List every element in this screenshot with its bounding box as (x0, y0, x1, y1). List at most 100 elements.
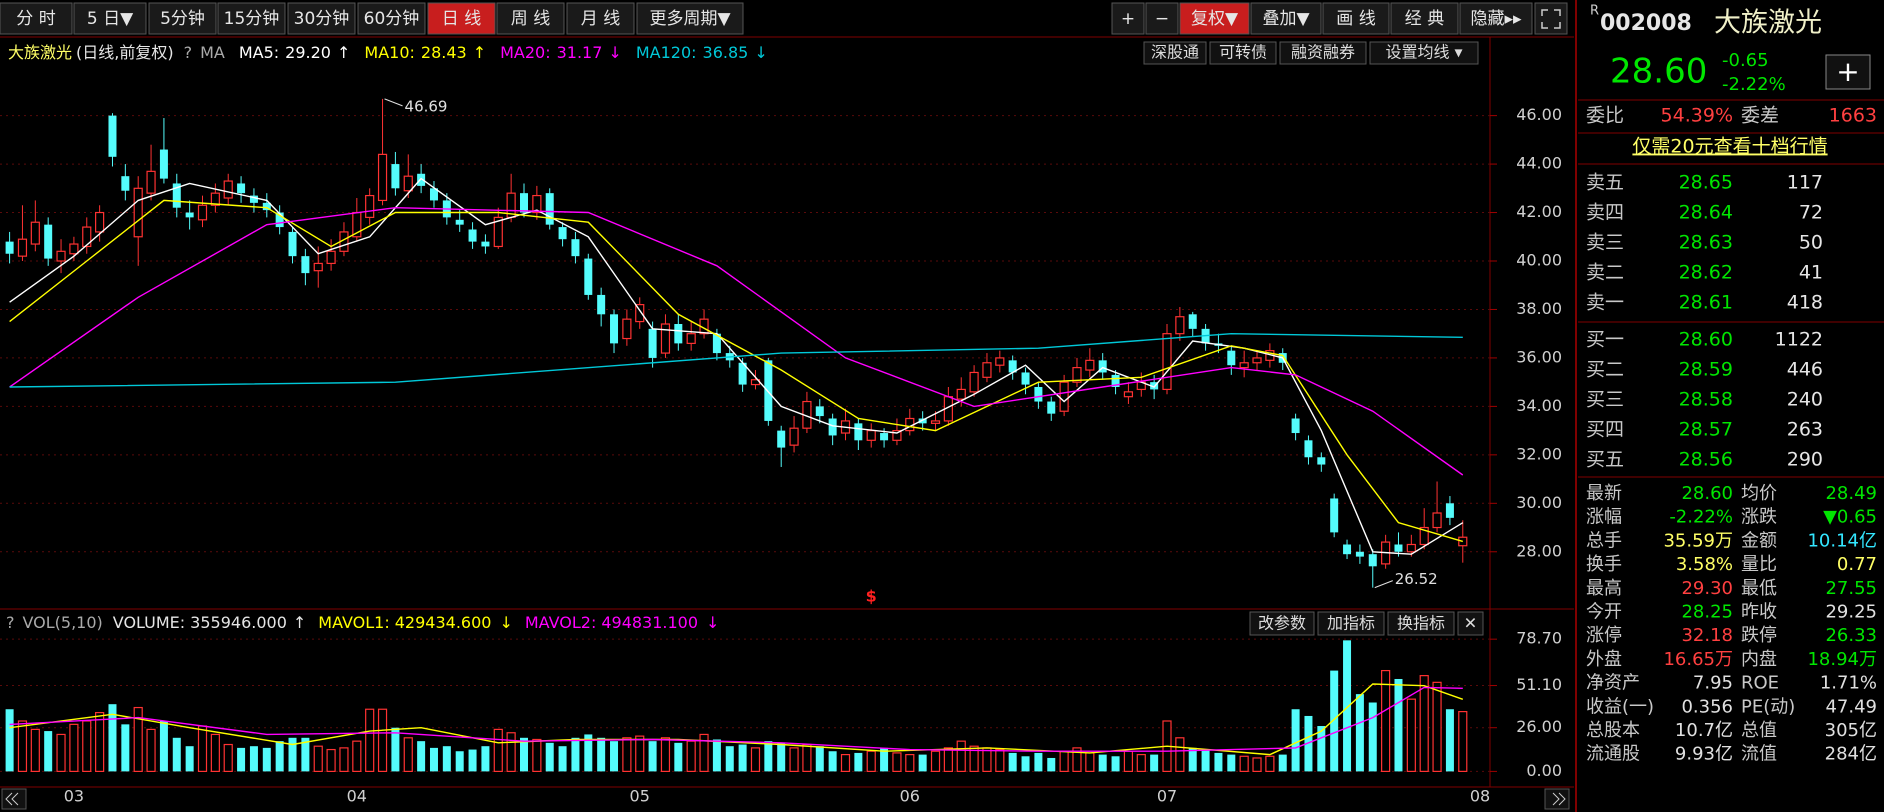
chart-button[interactable]: 换指标 (1387, 611, 1455, 636)
y-tick-label: 28.00 (1516, 541, 1562, 560)
button-bg (1459, 2, 1533, 35)
legend-text: ↑ (473, 43, 486, 62)
x-tick-label: 08 (1470, 787, 1490, 806)
candle-body (44, 224, 53, 259)
volume-bar (377, 708, 388, 772)
add-button[interactable]: + (1825, 54, 1871, 90)
toolbar-button[interactable]: 画 线 (1322, 2, 1390, 35)
chart-button[interactable]: 加指标 (1317, 611, 1385, 636)
stat-value: ▼0.65 (1823, 507, 1877, 528)
volume-bar (597, 737, 606, 772)
candle-body (995, 357, 1005, 366)
toolbar-button[interactable]: + (1111, 2, 1145, 35)
candle-body (1304, 440, 1313, 458)
volume-bar (558, 746, 567, 772)
book-volume: 240 (1787, 389, 1823, 411)
chart-button[interactable]: 融资融券 (1279, 41, 1367, 65)
candle-body (69, 243, 79, 255)
toolbar-button[interactable]: 5分钟 (148, 2, 217, 35)
chart-button[interactable]: 改参数 (1249, 611, 1315, 636)
candle-body (172, 183, 181, 208)
legend-text: 429434.600 (395, 613, 492, 632)
book-volume: 1122 (1775, 329, 1823, 351)
toolbar-button[interactable]: 经 典 (1390, 2, 1459, 35)
candle-body (520, 193, 528, 213)
volume-bar (1239, 755, 1249, 772)
toolbar-button[interactable]: − (1145, 2, 1179, 35)
button-bg (1250, 2, 1322, 35)
candle-body (1432, 512, 1442, 529)
book-label: 买一 (1586, 329, 1624, 351)
toolbar-button[interactable]: 日 线 (427, 2, 496, 35)
book-label: 买二 (1586, 359, 1624, 381)
button-bg (1387, 611, 1455, 636)
candle-body (121, 176, 130, 191)
candle-body (82, 226, 92, 248)
stat-label: 最高 (1586, 578, 1622, 599)
candle-body (17, 238, 28, 257)
volume-bar (44, 731, 53, 772)
volume-bar (365, 708, 375, 772)
volume-bar (262, 747, 271, 772)
scroll-right[interactable] (1544, 788, 1570, 810)
button-bg (1390, 2, 1459, 35)
toolbar-button[interactable]: 30分钟 (287, 2, 356, 35)
toolbar-button[interactable]: 复权▼ (1179, 2, 1250, 35)
book-volume: 117 (1787, 172, 1823, 194)
button-bg (566, 2, 635, 35)
y-tick-label: 34.00 (1516, 396, 1562, 415)
volume-bar (159, 720, 168, 772)
legend-text: 494831.100 (601, 613, 698, 632)
chart-button[interactable]: ✕ (1457, 611, 1484, 636)
y-tick-label: 46.00 (1516, 105, 1562, 124)
stat-value: 29.30 (1681, 578, 1733, 599)
volume-bar (468, 749, 477, 772)
toolbar-button[interactable]: 60分钟 (357, 2, 426, 35)
volume-bar (982, 747, 992, 772)
stat-label: 收益(一) (1586, 696, 1654, 717)
volume-bar (892, 752, 902, 773)
toolbar-button[interactable]: 叠加▼ (1250, 2, 1322, 35)
toolbar-button[interactable]: 15分钟 (217, 2, 286, 35)
button-bg (1825, 54, 1871, 90)
candle-body (1406, 543, 1416, 553)
toolbar-button[interactable]: 隐藏▸▸ (1459, 2, 1533, 35)
scroll-left[interactable] (1, 788, 27, 810)
chart-button[interactable]: 设置均线 ▾ (1369, 41, 1479, 65)
stat-value: 284亿 (1825, 744, 1877, 765)
ratio-label: 委差 (1741, 105, 1779, 127)
candle-body (197, 204, 208, 221)
chart-button[interactable]: 深股通 (1143, 41, 1207, 65)
candle-body (185, 212, 194, 218)
legend-text: ↓ (754, 43, 767, 62)
button-text: 分 时 (16, 9, 55, 29)
toolbar-button[interactable]: 分 时 (0, 2, 73, 35)
toolbar-button[interactable]: 更多周期▼ (636, 2, 744, 35)
volume-bar (1214, 752, 1223, 772)
candle-body (648, 328, 657, 358)
stat-label: 外盘 (1586, 649, 1622, 670)
toolbar-button[interactable]: 周 线 (496, 2, 565, 35)
stat-value: 9.93亿 (1675, 744, 1733, 765)
volume-bar (995, 748, 1005, 772)
fullscreen-button[interactable] (1534, 2, 1568, 35)
candle-body (1085, 359, 1095, 371)
button-text: 复权▼ (1191, 9, 1239, 29)
upgrade-link[interactable]: 仅需20元查看十档行情 (1632, 136, 1827, 158)
candle-body (5, 241, 14, 254)
toolbar-button[interactable]: 月 线 (566, 2, 635, 35)
x-tick-label: 07 (1157, 787, 1177, 806)
toolbar-button[interactable]: 5 日▼ (73, 2, 147, 35)
candle-body (1368, 554, 1377, 567)
button-text: 更多周期▼ (649, 9, 731, 29)
stat-value: 1.71% (1820, 673, 1877, 694)
button-text: 隐藏▸▸ (1470, 9, 1522, 29)
stock-name: 大族激光 (1714, 8, 1822, 39)
chart-button[interactable]: 可转债 (1209, 41, 1277, 65)
volume-bar (275, 741, 284, 772)
flag: R (1590, 4, 1599, 19)
book-volume: 41 (1799, 262, 1823, 284)
stat-value: 32.18 (1681, 625, 1733, 646)
stat-label: 金额 (1741, 530, 1777, 551)
button-bg (0, 2, 73, 35)
